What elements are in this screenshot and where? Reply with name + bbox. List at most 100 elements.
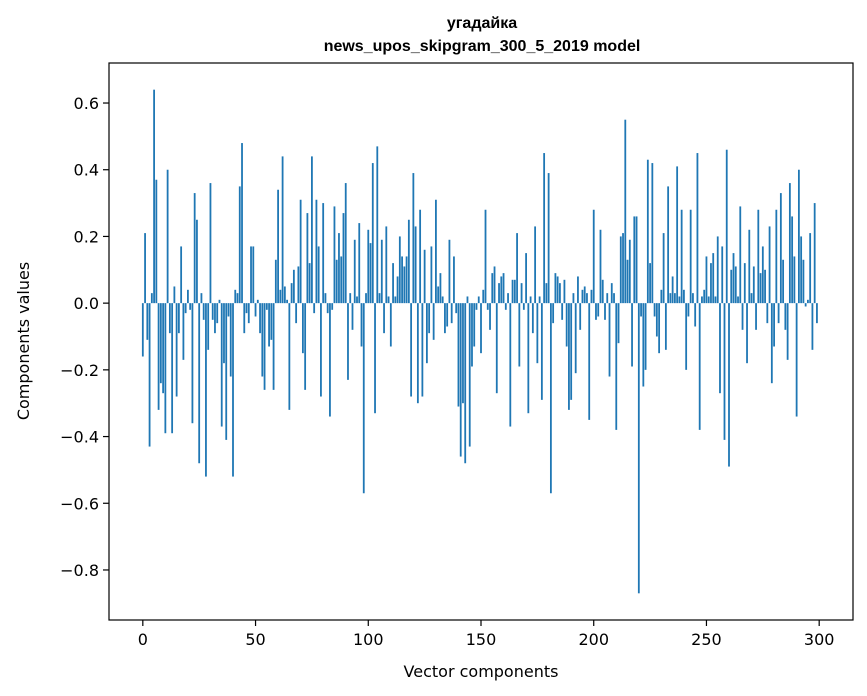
bar (590, 289, 593, 304)
bar (265, 303, 268, 310)
bar (667, 186, 670, 304)
bar (398, 236, 401, 304)
bar (779, 193, 782, 304)
bar (313, 303, 316, 314)
bar (782, 259, 785, 304)
bar (495, 303, 498, 394)
bar (568, 303, 570, 410)
bar (362, 303, 365, 494)
bar (619, 236, 622, 304)
y-tick-label: 0.6 (74, 94, 99, 113)
bar (383, 303, 385, 334)
bar (455, 303, 458, 314)
bar (437, 286, 440, 304)
bar (811, 303, 814, 350)
bar (308, 263, 311, 304)
bar (254, 303, 257, 317)
bar (283, 286, 286, 304)
bar (155, 179, 158, 304)
bar (518, 303, 521, 367)
bar (177, 303, 180, 334)
bar (737, 296, 739, 304)
bar (396, 276, 399, 304)
bar (423, 249, 426, 304)
bar (547, 173, 550, 304)
bar (338, 233, 340, 304)
bar (655, 303, 658, 337)
bar (640, 303, 642, 317)
bar (448, 239, 451, 304)
bar (227, 303, 230, 317)
bar (725, 149, 728, 304)
y-axis-label: Components values (14, 262, 33, 420)
bar (644, 303, 647, 370)
bar (813, 203, 816, 304)
bar (730, 269, 733, 304)
bar (421, 303, 424, 397)
bar (795, 303, 798, 417)
bar (633, 216, 636, 304)
bar (552, 303, 555, 324)
bar (536, 303, 539, 364)
bar (543, 153, 546, 304)
bar (696, 153, 699, 304)
bar (626, 259, 629, 304)
bar (371, 163, 374, 304)
bar (342, 213, 345, 304)
bar (333, 206, 336, 304)
bar (360, 303, 363, 347)
bar (164, 303, 167, 434)
bar (209, 183, 212, 304)
bar (583, 286, 586, 304)
bar (577, 276, 579, 304)
bar (175, 303, 178, 397)
bar (214, 303, 216, 334)
bar (637, 303, 640, 594)
bar (198, 303, 201, 464)
y-tick-label: 0.2 (74, 227, 99, 246)
bar (187, 289, 189, 304)
bar (540, 303, 543, 400)
bar (464, 303, 467, 464)
bar (193, 193, 196, 304)
bar (234, 289, 237, 304)
bar (784, 303, 787, 330)
bar (662, 233, 665, 304)
bar (416, 303, 419, 404)
bar (606, 293, 609, 304)
bar (150, 293, 153, 304)
bar (556, 276, 559, 304)
bar (441, 296, 444, 304)
bar (403, 266, 406, 304)
bar (734, 266, 737, 304)
bar (793, 256, 796, 304)
bar (407, 219, 410, 304)
bar (376, 146, 379, 304)
bar (430, 246, 433, 304)
bar (755, 303, 757, 330)
bar (378, 293, 381, 304)
bar (477, 296, 480, 304)
bar (570, 303, 573, 400)
bar (651, 163, 654, 304)
bar (241, 143, 243, 304)
bar (617, 303, 620, 344)
bar (746, 303, 748, 364)
bar (604, 303, 606, 320)
bar (498, 283, 500, 304)
bar (261, 303, 264, 377)
bar (459, 303, 462, 457)
bar (153, 89, 155, 304)
bar (581, 289, 584, 304)
bar (705, 256, 708, 304)
bar (797, 169, 800, 304)
bar (513, 279, 516, 304)
y-tick-label: 0.4 (74, 161, 99, 180)
plot-frame (108, 62, 854, 621)
bar (225, 303, 228, 440)
bar (277, 189, 279, 304)
bar (561, 303, 564, 320)
bar (559, 283, 561, 304)
bar (701, 296, 703, 304)
bar (565, 303, 568, 347)
